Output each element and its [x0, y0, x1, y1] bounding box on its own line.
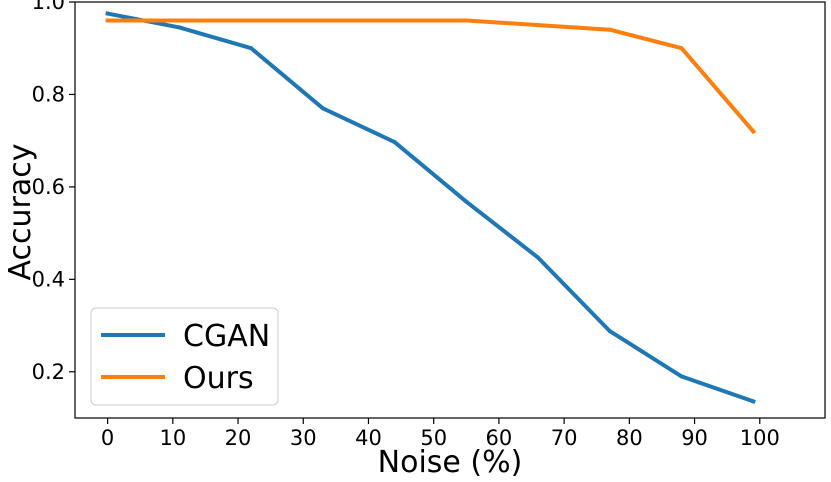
data-point-ours — [536, 23, 541, 28]
x-tick-label: 10 — [159, 426, 186, 450]
data-point-cgan — [105, 11, 110, 16]
legend-label-ours: Ours — [183, 361, 254, 396]
series-line-cgan — [105, 11, 756, 404]
x-axis-title: Noise (%) — [378, 445, 523, 480]
x-tick-label: 60 — [486, 426, 513, 450]
y-tick-label: 0.4 — [32, 267, 65, 291]
x-tick-label: 90 — [681, 426, 708, 450]
x-tick-label: 70 — [551, 426, 578, 450]
x-tick-label: 100 — [740, 426, 780, 450]
legend-label-cgan: CGAN — [183, 319, 270, 354]
x-tick-label: 80 — [616, 426, 643, 450]
y-axis: 0.2 0.4 0.6 0.8 1.0 — [32, 0, 75, 384]
data-point-cgan — [392, 140, 397, 145]
y-tick-label: 0.2 — [32, 360, 65, 384]
data-point-cgan — [464, 199, 469, 204]
data-point-ours — [464, 18, 469, 23]
data-point-cgan — [751, 399, 756, 404]
data-point-cgan — [679, 374, 684, 379]
x-tick-label: 30 — [290, 426, 317, 450]
data-point-ours — [177, 18, 182, 23]
data-point-ours — [679, 46, 684, 51]
y-axis-title: Accuracy — [3, 144, 38, 281]
data-point-cgan — [177, 25, 182, 30]
data-point-ours — [105, 18, 110, 23]
data-point-ours — [607, 27, 612, 32]
data-point-cgan — [249, 46, 254, 51]
y-tick-label: 0.8 — [32, 82, 65, 106]
x-tick-label: 40 — [355, 426, 382, 450]
data-point-ours — [320, 18, 325, 23]
data-point-cgan — [536, 255, 541, 260]
y-tick-label: 0.6 — [32, 175, 65, 199]
data-point-cgan — [607, 329, 612, 334]
x-tick-label: 50 — [420, 426, 447, 450]
x-tick-label: 0 — [101, 426, 114, 450]
series-lines — [105, 11, 757, 404]
data-point-ours — [249, 18, 254, 23]
y-tick-label: 1.0 — [32, 0, 65, 14]
legend: CGAN Ours — [90, 307, 279, 406]
x-tick-label: 20 — [225, 426, 252, 450]
data-point-cgan — [320, 106, 325, 111]
legend-box — [90, 307, 279, 406]
data-point-ours — [751, 129, 756, 134]
data-point-ours — [392, 18, 397, 23]
x-axis: 0 10 20 30 40 50 60 70 80 90 100 — [101, 418, 780, 450]
series-line-ours — [105, 18, 757, 135]
